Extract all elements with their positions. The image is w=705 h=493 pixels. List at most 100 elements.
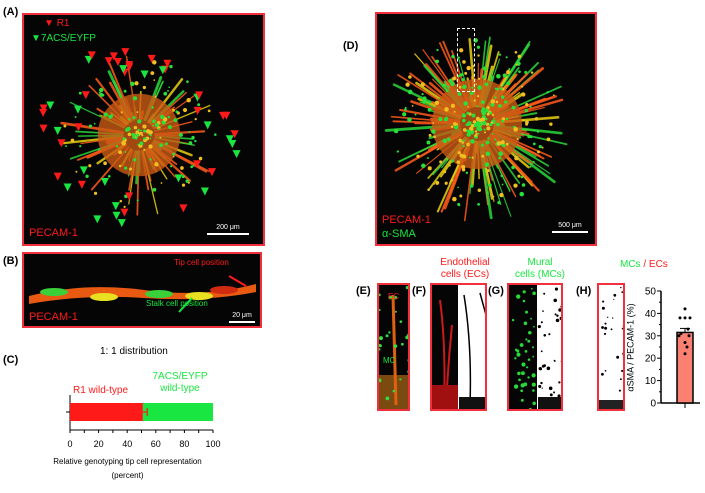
cell — [392, 389, 396, 393]
cell — [450, 125, 454, 129]
cell — [492, 195, 495, 198]
cell — [532, 389, 535, 392]
cell — [109, 114, 114, 118]
cell — [499, 87, 503, 91]
cell — [487, 137, 490, 140]
cell — [388, 295, 393, 300]
cell — [207, 109, 211, 113]
cell — [468, 156, 471, 159]
cell — [466, 132, 471, 137]
cell — [521, 85, 524, 88]
binary-cell — [622, 325, 623, 327]
cell — [149, 137, 152, 140]
cell — [516, 349, 520, 353]
cell — [124, 166, 128, 170]
cell — [528, 330, 532, 335]
panel-e-micrograph: EC MC — [377, 283, 410, 411]
marker-triangle-icon — [73, 105, 82, 114]
cell — [466, 65, 471, 71]
data-point — [688, 316, 692, 320]
scale-bar: 20 μm — [229, 311, 255, 323]
binary-cell — [559, 316, 561, 320]
cell — [160, 114, 165, 120]
cell — [519, 343, 524, 347]
cell — [396, 150, 399, 153]
cell — [408, 75, 412, 79]
cell — [447, 85, 450, 88]
cell — [140, 129, 142, 132]
cell — [522, 290, 526, 294]
cell — [530, 287, 533, 290]
cell — [404, 106, 407, 109]
tip-cell-label: Tip cell position — [174, 258, 229, 267]
cell — [461, 164, 466, 170]
cell — [159, 136, 162, 139]
data-point — [679, 332, 683, 336]
cell — [525, 310, 529, 314]
binary-cell — [618, 389, 621, 392]
cell — [90, 293, 118, 301]
cell — [123, 205, 126, 208]
cell — [394, 310, 397, 313]
cell — [491, 113, 495, 117]
cell — [515, 63, 518, 66]
panel-a-micrograph: ▼ R1 ▼7ACS/EYFP PECAM-1 200 μm — [22, 13, 265, 246]
cell — [65, 145, 68, 148]
cell — [472, 130, 475, 133]
cell — [435, 59, 439, 64]
cell — [420, 82, 426, 87]
cell — [446, 89, 449, 93]
cell — [477, 85, 482, 90]
spheroid-image — [384, 36, 568, 222]
scale-label: 200 μm — [216, 224, 240, 231]
panel-f-title-line2: cells (ECs) — [440, 269, 490, 280]
cell — [421, 163, 426, 169]
cell — [490, 99, 496, 104]
cell — [439, 160, 443, 164]
cell — [152, 119, 156, 124]
panel-label-f: (F) — [412, 285, 427, 297]
cell — [525, 338, 528, 341]
cell — [514, 50, 518, 54]
cell — [486, 169, 490, 172]
vessel — [391, 294, 398, 406]
legend-eyfp-label: 7ACS/EYFP — [40, 33, 96, 44]
cell — [520, 398, 524, 402]
cell — [164, 142, 168, 146]
panel-label-h: (H) — [576, 285, 592, 297]
marker-triangle-icon — [117, 219, 126, 228]
cell — [499, 192, 504, 198]
panel-label-g: (G) — [488, 285, 504, 297]
x-tick-label: 100 — [205, 439, 220, 449]
cell — [462, 60, 466, 64]
bar-eyfp — [142, 403, 213, 421]
cell — [482, 75, 486, 79]
cell — [79, 145, 82, 148]
cell — [188, 141, 193, 145]
cell — [517, 174, 521, 178]
cell — [433, 182, 436, 185]
series-label-eyfp-line1: 7ACS/EYFP — [152, 371, 208, 382]
cell — [70, 138, 75, 143]
panel-b-micrograph: Tip cell position Stalk cell position PE… — [22, 252, 262, 328]
cell — [497, 200, 501, 205]
cell — [432, 122, 435, 124]
marker-triangle-icon — [57, 139, 66, 148]
marker-triangle-icon — [195, 91, 204, 100]
binary-cell — [562, 380, 563, 382]
cell — [388, 331, 391, 334]
binary-cell — [558, 308, 561, 312]
panel-f-title: Endothelial cells (ECs) — [425, 257, 505, 281]
cell — [477, 121, 482, 127]
cell — [496, 87, 499, 91]
marker-triangle-icon — [39, 124, 48, 133]
cell — [470, 139, 475, 144]
cell — [459, 48, 464, 53]
cell — [148, 130, 153, 135]
cell — [170, 165, 173, 168]
cell — [126, 126, 131, 132]
cell — [458, 85, 462, 89]
cell — [152, 60, 157, 65]
cell — [444, 181, 448, 185]
cell — [511, 165, 515, 170]
